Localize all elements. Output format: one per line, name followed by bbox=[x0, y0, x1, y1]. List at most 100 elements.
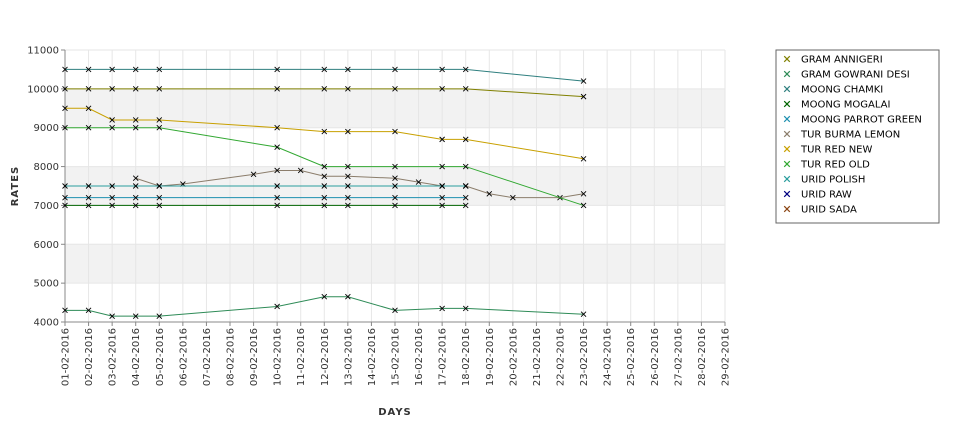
series-line bbox=[65, 107, 584, 160]
x-tick-label: 01-02-2016 bbox=[61, 328, 72, 386]
axes bbox=[61, 49, 726, 326]
series-tur-red-new bbox=[62, 105, 587, 162]
data-point bbox=[156, 313, 163, 319]
data-point bbox=[85, 66, 92, 73]
data-point bbox=[439, 136, 445, 143]
x-axis-title: DAYS bbox=[378, 407, 412, 418]
legend-marker bbox=[783, 85, 791, 93]
legend-item: GRAM GOWRANI DESI bbox=[783, 70, 910, 81]
data-point bbox=[132, 202, 139, 209]
data-point bbox=[85, 202, 92, 209]
legend-label: URID SADA bbox=[801, 205, 857, 216]
x-tick-label: 14-02-2016 bbox=[367, 328, 378, 386]
data-point bbox=[345, 173, 351, 180]
legend-label: MOONG PARROT GREEN bbox=[801, 115, 922, 126]
data-point bbox=[274, 124, 280, 131]
legend-marker bbox=[783, 190, 791, 198]
x-tick-label: 03-02-2016 bbox=[108, 328, 119, 386]
legend-label: GRAM ANNIGERI bbox=[801, 55, 883, 66]
x-tick-label: 04-02-2016 bbox=[131, 328, 142, 386]
x-tick-label: 15-02-2016 bbox=[391, 328, 402, 386]
data-point bbox=[85, 307, 92, 314]
series-lines bbox=[62, 66, 587, 319]
legend-label: GRAM GOWRANI DESI bbox=[801, 70, 910, 81]
data-point bbox=[392, 307, 398, 314]
data-point bbox=[156, 86, 163, 92]
data-point bbox=[85, 105, 92, 112]
data-point bbox=[132, 124, 139, 131]
data-point bbox=[132, 86, 139, 92]
data-point bbox=[462, 202, 469, 209]
x-tick-label: 24-02-2016 bbox=[603, 328, 614, 386]
data-point bbox=[132, 117, 139, 123]
data-point bbox=[321, 173, 328, 180]
series-line bbox=[135, 169, 584, 199]
x-tick-label: 29-02-2016 bbox=[721, 328, 732, 386]
legend-label: URID RAW bbox=[801, 190, 852, 201]
legend-item: URID RAW bbox=[783, 190, 852, 201]
data-point bbox=[274, 194, 280, 201]
data-point bbox=[345, 202, 351, 209]
legend-marker bbox=[783, 115, 791, 123]
legend: GRAM ANNIGERI GRAM GOWRANI DESI MOONG CHAM… bbox=[775, 49, 940, 224]
data-point bbox=[415, 179, 422, 185]
data-point bbox=[156, 202, 163, 209]
data-point bbox=[321, 163, 328, 170]
x-tick-label: 26-02-2016 bbox=[650, 328, 661, 386]
data-point bbox=[250, 171, 257, 178]
x-tick-label: 16-02-2016 bbox=[414, 328, 425, 386]
data-point bbox=[321, 66, 328, 73]
data-point bbox=[580, 202, 587, 209]
y-tick-label: 4000 bbox=[34, 318, 59, 329]
legend-marker bbox=[783, 55, 791, 63]
data-point bbox=[321, 202, 328, 209]
data-point bbox=[274, 66, 280, 73]
data-point bbox=[462, 136, 469, 143]
legend-marker bbox=[783, 160, 791, 168]
data-point bbox=[85, 124, 92, 131]
series-line bbox=[65, 88, 584, 98]
series-line bbox=[65, 68, 584, 82]
data-point bbox=[321, 128, 328, 135]
x-tick-label: 25-02-2016 bbox=[626, 328, 637, 386]
data-point bbox=[439, 194, 445, 201]
legend-marker bbox=[783, 205, 791, 213]
data-point bbox=[274, 183, 280, 189]
legend-label: MOONG MOGALAI bbox=[801, 100, 890, 111]
legend-item: TUR RED NEW bbox=[783, 145, 872, 156]
y-tick-label: 10000 bbox=[27, 84, 59, 95]
data-point bbox=[580, 155, 587, 162]
legend-label: TUR RED NEW bbox=[800, 145, 872, 156]
legend-box bbox=[775, 49, 940, 224]
data-point bbox=[321, 183, 328, 189]
legend-marker bbox=[783, 100, 791, 108]
data-point bbox=[156, 183, 163, 189]
data-point bbox=[132, 66, 139, 73]
data-point bbox=[62, 183, 68, 189]
y-tick-label: 6000 bbox=[34, 240, 59, 251]
data-point bbox=[462, 194, 469, 201]
data-point bbox=[392, 128, 398, 135]
data-point bbox=[439, 66, 445, 73]
data-point bbox=[321, 293, 328, 300]
data-point bbox=[297, 167, 304, 174]
y-tick-labels: 4000 5000 6000 7000 8000 9000 10000 11000 bbox=[27, 46, 59, 329]
x-tick-label: 06-02-2016 bbox=[178, 328, 189, 386]
data-point bbox=[62, 307, 68, 314]
data-point bbox=[392, 183, 398, 189]
data-point bbox=[321, 194, 328, 201]
data-point bbox=[109, 124, 115, 131]
data-point bbox=[580, 93, 587, 100]
data-point bbox=[132, 175, 139, 182]
legend-marker bbox=[783, 130, 791, 138]
data-point bbox=[274, 303, 280, 310]
data-point bbox=[109, 66, 115, 73]
data-point bbox=[156, 124, 163, 131]
legend-item: TUR BURMA LEMON bbox=[783, 130, 900, 141]
series-moong-parrot-green bbox=[62, 194, 469, 201]
legend-label: URID POLISH bbox=[801, 175, 865, 186]
series-gram-gowrani-desi bbox=[62, 293, 587, 319]
data-point bbox=[580, 311, 587, 318]
